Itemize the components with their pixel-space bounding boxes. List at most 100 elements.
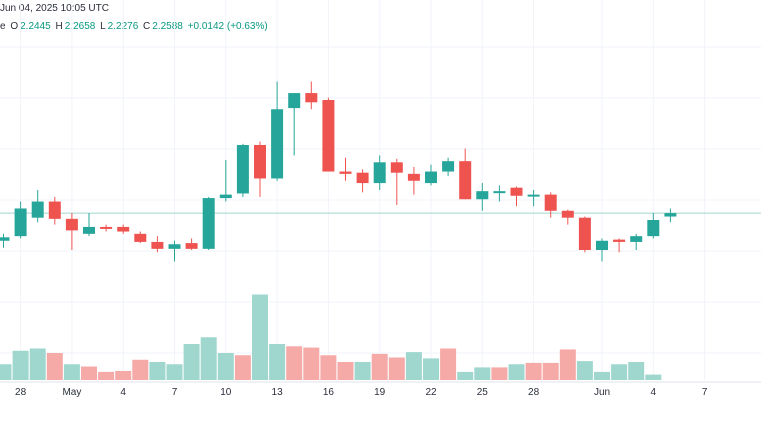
- volume-bar: [320, 355, 337, 380]
- volume-bar: [491, 367, 508, 380]
- candle: [134, 231, 147, 244]
- x-tick-label: May: [62, 387, 81, 398]
- volume-bar: [115, 371, 132, 380]
- candle: [288, 93, 301, 156]
- volume-bar: [611, 364, 628, 380]
- volume-bar: [200, 337, 217, 380]
- candle-body: [134, 233, 147, 242]
- volume-bar: [576, 361, 593, 380]
- x-tick-label: 22: [425, 387, 437, 398]
- change-value: +0.0142 (+0.63%): [187, 21, 268, 32]
- candle-body: [288, 93, 301, 109]
- volume-bar: [457, 371, 474, 380]
- x-tick-label: 28: [528, 387, 540, 398]
- candle: [425, 164, 437, 186]
- volume-bar: [525, 362, 542, 380]
- volume-bar: [542, 362, 559, 380]
- candle: [442, 157, 455, 177]
- candle: [305, 81, 318, 110]
- volume-bar: [46, 353, 63, 380]
- candle-body: [442, 161, 455, 172]
- x-tick-label: 4: [651, 387, 657, 398]
- candle: [271, 81, 284, 181]
- volume-bar: [132, 359, 149, 380]
- volume-bar: [388, 357, 405, 380]
- candle: [0, 233, 10, 248]
- candle: [14, 201, 27, 239]
- candle-body: [0, 237, 10, 241]
- x-tick-label: 7: [172, 387, 178, 398]
- candle-body: [151, 241, 164, 249]
- candle-body: [202, 198, 215, 249]
- volume-bar: [440, 348, 457, 380]
- open-value: 2.2445: [20, 21, 51, 32]
- candle-body: [544, 194, 557, 211]
- candle-body: [356, 172, 369, 184]
- grid: [0, 0, 761, 380]
- candle: [664, 208, 677, 223]
- candle: [390, 158, 403, 205]
- candle-body: [322, 100, 335, 172]
- open-label: O: [10, 21, 19, 32]
- candle: [356, 169, 369, 193]
- volume-bar: [234, 355, 251, 380]
- x-tick-label: Jun: [594, 387, 610, 398]
- volume-bar: [183, 344, 200, 380]
- candle-body: [271, 109, 284, 179]
- candle: [202, 196, 215, 250]
- x-tick-label: 28: [15, 387, 27, 398]
- volume-bar: [12, 350, 29, 380]
- volume-bar: [594, 371, 610, 380]
- x-tick-label: 7: [702, 387, 708, 398]
- candle-body: [561, 210, 574, 218]
- datetime-label: Jun 04, 2025 10:05 UTC: [0, 3, 109, 14]
- candle-body: [664, 213, 677, 217]
- x-tick-label: 4: [120, 387, 126, 398]
- candle-body: [117, 226, 130, 232]
- candle: [647, 213, 660, 239]
- candle: [48, 196, 61, 225]
- high-label: H: [55, 21, 63, 32]
- candle-body: [630, 236, 643, 242]
- candle: [236, 143, 249, 197]
- volume-bar: [269, 344, 286, 380]
- volume-bar: [0, 364, 12, 380]
- x-axis: 28 May 4 7 10 13 16 19 22 25 28 Jun 4 7: [0, 381, 761, 398]
- volume-bar: [354, 362, 371, 380]
- candle-body: [596, 240, 608, 250]
- volume-bar: [628, 362, 645, 380]
- volume-bar: [645, 374, 662, 380]
- candle: [339, 157, 352, 181]
- candle: [544, 192, 557, 218]
- x-tick-label: 10: [220, 387, 232, 398]
- candle: [561, 209, 574, 225]
- candle: [168, 240, 181, 262]
- volume-bar: [286, 346, 303, 380]
- candle: [31, 190, 44, 223]
- candle: [219, 160, 232, 202]
- candle: [527, 190, 540, 207]
- x-tick-label: 25: [477, 387, 489, 398]
- volume-bar: [81, 366, 97, 380]
- candle: [373, 155, 386, 190]
- volume-bar: [303, 347, 320, 380]
- volume-bar: [474, 367, 491, 380]
- candle: [596, 238, 608, 262]
- candle-body: [527, 194, 540, 197]
- candle-body: [390, 162, 403, 173]
- close-label: C: [143, 21, 151, 32]
- candle: [151, 236, 164, 253]
- volume-bar: [252, 294, 268, 380]
- volume-bar: [559, 349, 576, 380]
- candle-body: [459, 161, 472, 200]
- candle-body: [339, 171, 352, 174]
- volume-bar: [508, 364, 525, 380]
- volume-bars: [0, 294, 662, 380]
- volume-bar: [29, 348, 46, 380]
- candle-body: [647, 220, 660, 237]
- candle-body: [613, 239, 626, 242]
- candle-body: [48, 201, 61, 219]
- candle: [322, 97, 335, 172]
